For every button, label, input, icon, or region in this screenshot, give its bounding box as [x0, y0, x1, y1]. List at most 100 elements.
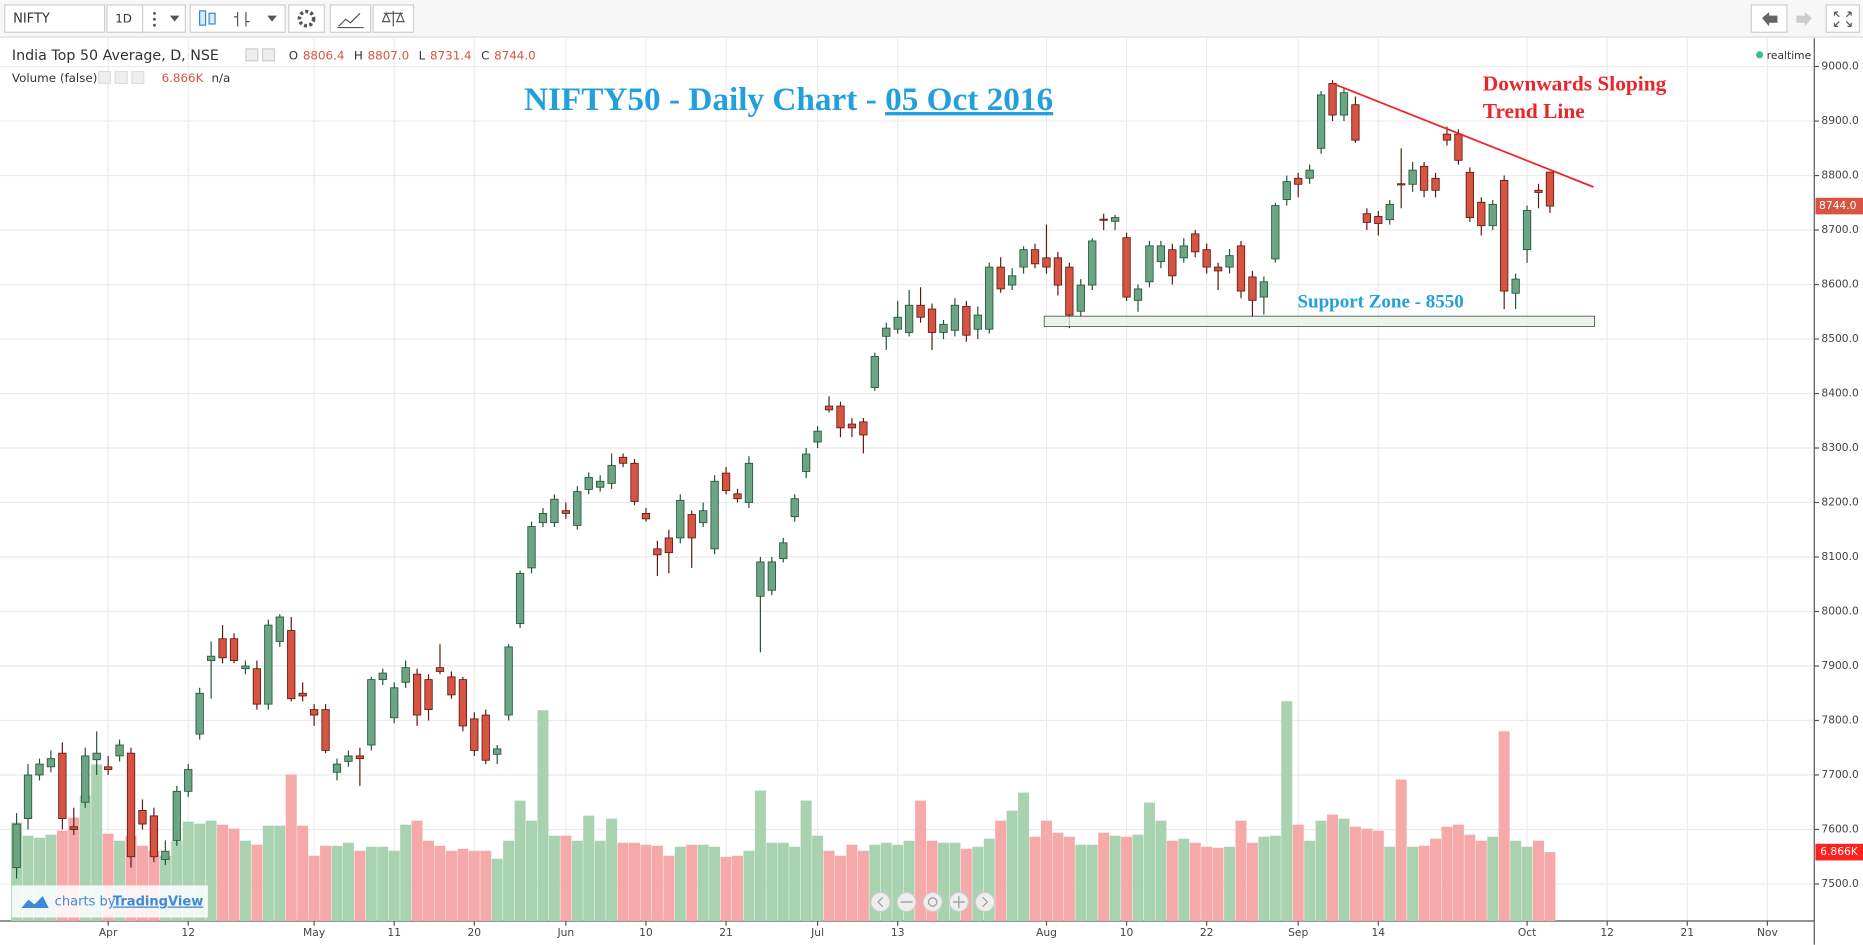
volume-bar — [606, 818, 618, 922]
volume-bar — [617, 842, 629, 922]
volume-bar — [1281, 701, 1293, 922]
candle-body — [1534, 189, 1543, 193]
volume-bar — [1464, 834, 1476, 922]
x-tick-label: Apr — [99, 926, 118, 939]
candle-body — [676, 499, 685, 539]
candle-body — [1385, 204, 1394, 221]
candle-body — [46, 758, 56, 768]
zoom-icons — [877, 896, 989, 908]
candle-body — [607, 465, 616, 484]
volume-bar — [892, 844, 904, 922]
volume-bar — [1006, 810, 1018, 922]
fullscreen-icon — [1833, 11, 1852, 27]
dot — [153, 23, 156, 27]
symbol: NIFTY — [13, 12, 50, 27]
ohlc-value: 8744.0 — [494, 49, 536, 63]
dropdown-arrow — [267, 15, 277, 22]
volume-bar — [709, 846, 721, 922]
candle-body — [321, 709, 330, 751]
volume-bar — [915, 800, 927, 922]
candle-body — [561, 510, 570, 514]
candle-body — [435, 667, 445, 672]
candle-body — [1156, 245, 1166, 263]
volume-bar — [937, 842, 949, 922]
candle-body — [927, 308, 937, 333]
x-tick-label: 20 — [468, 926, 482, 939]
volume-bar — [1544, 852, 1556, 922]
legend-icon[interactable] — [114, 70, 128, 84]
candle-body — [1065, 266, 1074, 316]
volume-bar — [400, 824, 412, 922]
legend-icon[interactable] — [131, 70, 145, 84]
status-dot — [1756, 51, 1764, 59]
drawings: Downwards Sloping Trend Line Support Zone … — [1043, 72, 1667, 327]
volume-bar — [114, 840, 126, 922]
indicators-button[interactable] — [329, 4, 372, 33]
candle-body — [870, 356, 879, 388]
ohlc-value: 8731.4 — [430, 49, 472, 63]
y-tick-label: 8400.0 — [1821, 387, 1859, 400]
volume-bar — [903, 840, 915, 922]
fullscreen-button[interactable] — [1825, 4, 1861, 33]
x-tick-label: 13 — [891, 926, 905, 939]
candle-series — [12, 80, 1555, 879]
candle-body — [1122, 237, 1131, 298]
scroll-left[interactable] — [870, 891, 891, 913]
redo-icon[interactable] — [1796, 12, 1812, 27]
candle-body — [1271, 205, 1280, 260]
candle-body — [813, 430, 822, 443]
candle-body — [1408, 169, 1417, 185]
volume-bar — [45, 834, 57, 922]
y-tick-label: 8500.0 — [1821, 332, 1859, 345]
candle-body — [470, 718, 479, 751]
volume-bar — [1407, 846, 1419, 922]
candle-body — [412, 673, 422, 716]
candle-body — [1282, 181, 1291, 200]
interval-button[interactable] — [106, 4, 144, 33]
volume-bar — [251, 844, 263, 922]
candle-icon — [208, 12, 216, 25]
candle-body — [390, 687, 399, 719]
volume-extra: n/a — [211, 71, 230, 85]
candle-body — [905, 304, 914, 333]
volume-bar — [445, 850, 457, 922]
volume-bar — [205, 820, 217, 922]
legend-icon[interactable] — [261, 48, 276, 62]
candle-body — [1294, 177, 1303, 185]
interval-menu[interactable] — [141, 4, 186, 33]
volume-bar — [926, 840, 938, 922]
volume-bar — [365, 846, 377, 922]
volume-bar — [239, 840, 251, 922]
candle-body — [172, 790, 181, 841]
price-tag-label: 8744.0 — [1819, 199, 1857, 212]
y-tick-label: 8600.0 — [1821, 278, 1859, 291]
volume-bar — [1052, 832, 1064, 922]
compare-icon[interactable] — [234, 12, 250, 27]
volume-bar — [629, 842, 641, 922]
ohlc-label: H — [354, 49, 363, 63]
reset[interactable] — [922, 891, 943, 913]
volume-bar — [297, 825, 309, 922]
volume-bar — [308, 855, 320, 922]
grid — [0, 38, 1815, 922]
scroll-right[interactable] — [974, 891, 996, 913]
y-tick-label: 8200.0 — [1821, 496, 1859, 509]
volume-bar — [1121, 836, 1133, 922]
volume-bar — [846, 844, 858, 922]
volume-bar — [171, 840, 183, 922]
legend-icon[interactable] — [98, 70, 112, 84]
branding-link[interactable]: TradingView — [113, 895, 203, 910]
settings-button[interactable] — [288, 4, 325, 33]
candle-body — [195, 692, 204, 735]
x-tick-label: Oct — [1518, 926, 1536, 939]
volume-bar — [674, 846, 686, 922]
dot — [153, 11, 156, 15]
symbol-input[interactable] — [4, 4, 106, 33]
legend-icon[interactable] — [245, 48, 259, 62]
volume-bar — [1269, 835, 1281, 922]
candle-body — [1133, 288, 1143, 301]
candle-body — [527, 526, 536, 569]
x-tick-label: 10 — [1120, 926, 1134, 939]
chart-title: NIFTY50 - Daily Chart - — [524, 81, 877, 118]
